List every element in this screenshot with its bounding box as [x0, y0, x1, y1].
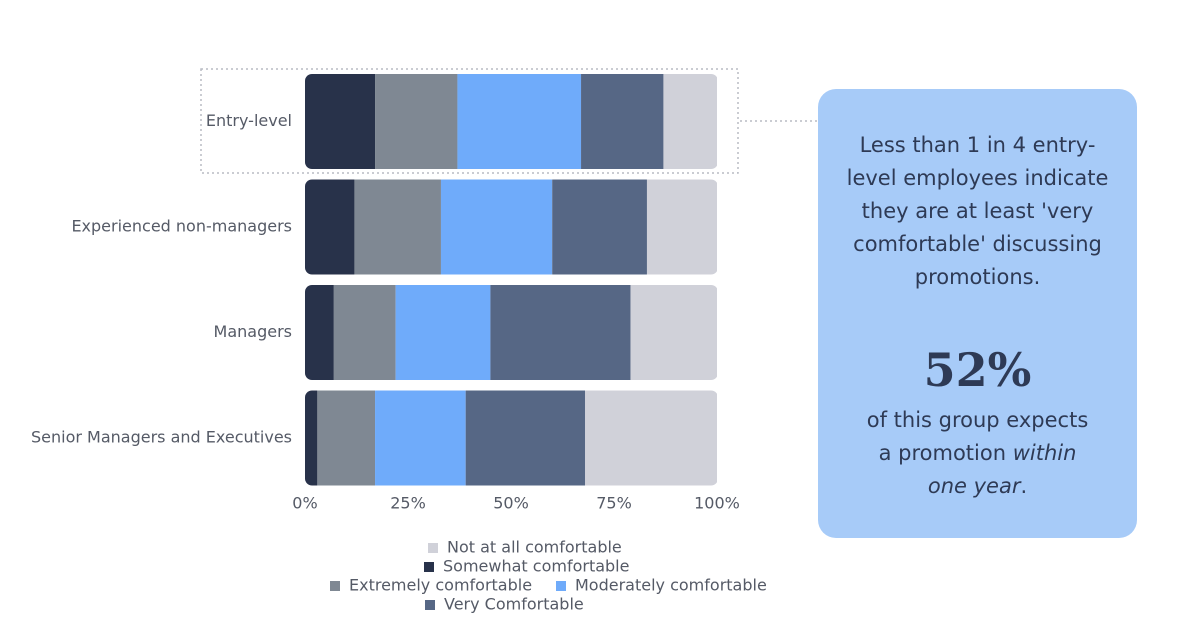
bar-segment — [317, 390, 376, 486]
legend-swatch — [428, 543, 438, 553]
bar-segment — [552, 179, 647, 275]
x-tick-label: 50% — [493, 494, 529, 513]
bar-segment — [395, 285, 491, 380]
x-tick-label: 100% — [694, 494, 740, 513]
bar-segment — [305, 285, 334, 380]
callout-lead: Less than 1 in 4 entry-level employees i… — [846, 133, 1109, 289]
bar-segment — [354, 179, 441, 275]
legend-swatch — [330, 581, 340, 591]
bar-segment — [585, 390, 717, 486]
x-tick-label: 75% — [596, 494, 632, 513]
category-label: Experienced non-managers — [71, 217, 292, 236]
x-tick-label: 0% — [292, 494, 317, 513]
callout-card: Less than 1 in 4 entry-level employees i… — [818, 89, 1137, 538]
legend-swatch — [425, 600, 435, 610]
category-label: Entry-level — [206, 111, 292, 130]
legend-label: Somewhat comfortable — [443, 557, 629, 576]
bar-row — [305, 74, 717, 169]
legend-label: Extremely comfortable — [349, 576, 532, 595]
bar-row — [305, 390, 717, 486]
bar-segment — [375, 390, 466, 486]
legend-label: Very Comfortable — [444, 595, 584, 614]
callout-stat: 52% — [923, 343, 1032, 397]
highlight-box — [200, 68, 739, 174]
bar-segment — [333, 285, 396, 380]
callout-tail: of this group expects a promotion within… — [840, 404, 1115, 503]
category-label: Senior Managers and Executives — [31, 428, 292, 447]
bar-segment — [305, 74, 376, 169]
bar-segment — [440, 179, 553, 275]
bar-row — [305, 179, 717, 275]
category-label: Managers — [214, 322, 292, 341]
bar-segment — [305, 179, 355, 275]
callout-emphasis: within one year — [927, 441, 1077, 498]
callout-text: of this group expects a promotion — [866, 408, 1089, 465]
x-tick-label: 25% — [390, 494, 426, 513]
bar-segment — [457, 74, 582, 169]
legend-label: Moderately comfortable — [575, 576, 767, 595]
legend-label: Not at all comfortable — [447, 538, 622, 557]
bar-segment — [630, 285, 717, 380]
bar-segment — [465, 390, 586, 486]
callout-text: . — [1020, 474, 1028, 498]
legend-swatch — [424, 562, 434, 572]
bar-segment — [490, 285, 631, 380]
legend-swatch — [556, 581, 566, 591]
bar-segment — [646, 179, 717, 275]
bar-segment — [375, 74, 458, 169]
bar-segment — [663, 74, 717, 169]
bar-row — [305, 285, 717, 380]
bar-segment — [305, 390, 318, 486]
bar-segment — [581, 74, 664, 169]
